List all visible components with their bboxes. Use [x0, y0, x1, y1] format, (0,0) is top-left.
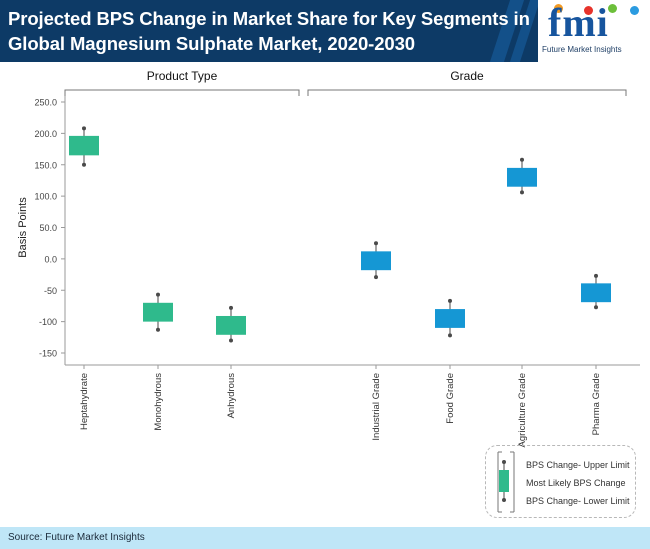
footer-bar: Source: Future Market Insights: [0, 527, 650, 549]
group-bracket: [307, 89, 627, 96]
bps-box: [581, 283, 611, 303]
bps-box: [435, 309, 465, 328]
upper-limit-dot: [520, 157, 524, 162]
y-tick-label: 100.0: [34, 192, 57, 202]
x-tick-label: Anhydrous: [226, 373, 237, 419]
upper-limit-dot: [594, 273, 598, 278]
legend-lower-dot: [502, 498, 506, 502]
lower-limit-dot: [520, 190, 524, 195]
bps-box: [507, 167, 537, 187]
lower-limit-dot: [374, 275, 378, 280]
y-tick-label: 250.0: [34, 98, 57, 108]
source-note: Source: Future Market Insights: [8, 532, 145, 543]
upper-limit-dot: [82, 126, 86, 131]
chart-legend: [485, 445, 636, 518]
logo-dots: [546, 4, 642, 18]
y-tick-label: 150.0: [34, 160, 57, 170]
y-tick-label: 50.0: [39, 223, 57, 233]
upper-limit-dot: [448, 298, 452, 303]
y-axis-label: Basis Points: [17, 197, 29, 258]
group-bracket: [64, 89, 300, 96]
group-label: Product Type: [147, 69, 218, 83]
lower-limit-dot: [229, 338, 233, 343]
upper-limit-dot: [374, 241, 378, 246]
lower-limit-dot: [594, 305, 598, 310]
x-tick-label: Monohydrous: [153, 373, 164, 431]
y-tick-label: -50: [44, 286, 57, 296]
y-tick-label: 0.0: [44, 254, 57, 264]
upper-limit-dot: [229, 305, 233, 310]
x-tick-label: Agriculture Grade: [517, 373, 528, 447]
x-tick-label: Pharma Grade: [591, 373, 602, 435]
lower-limit-dot: [448, 333, 452, 338]
page-title: Projected BPS Change in Market Share for…: [8, 8, 530, 54]
lower-limit-dot: [82, 162, 86, 167]
y-tick-label: -150: [39, 349, 57, 359]
group-label: Grade: [450, 69, 484, 83]
box-chart: 250.0 200.0 150.0 100.0 50.0 0.0 -50 -100 -150 Ba…: [17, 69, 640, 513]
logo-letters: fmi: [548, 0, 609, 45]
bps-box: [143, 302, 173, 322]
logo-tagline: Future Market Insights: [542, 45, 622, 54]
bps-box: [361, 251, 391, 271]
upper-limit-dot: [156, 292, 160, 297]
y-tick-label: 200.0: [34, 129, 57, 139]
legend-label-lower: BPS Change- Lower Limit: [526, 496, 630, 506]
x-tick-label: Industrial Grade: [371, 373, 382, 441]
bps-box: [216, 315, 246, 335]
fmi-logo: fmi Future Market Insights: [538, 0, 650, 62]
legend-upper-dot: [502, 460, 506, 464]
lower-limit-dot: [156, 327, 160, 332]
legend-label-likely: Most Likely BPS Change: [526, 478, 626, 488]
bps-box: [69, 135, 99, 156]
legend-label-upper: BPS Change- Upper Limit: [526, 460, 630, 470]
x-tick-label: Food Grade: [445, 373, 456, 424]
header-banner: Projected BPS Change in Market Share for…: [0, 0, 650, 62]
x-tick-label: Heptahydrate: [79, 373, 90, 430]
y-tick-label: -100: [39, 317, 57, 327]
legend-box-swatch: [499, 470, 509, 492]
